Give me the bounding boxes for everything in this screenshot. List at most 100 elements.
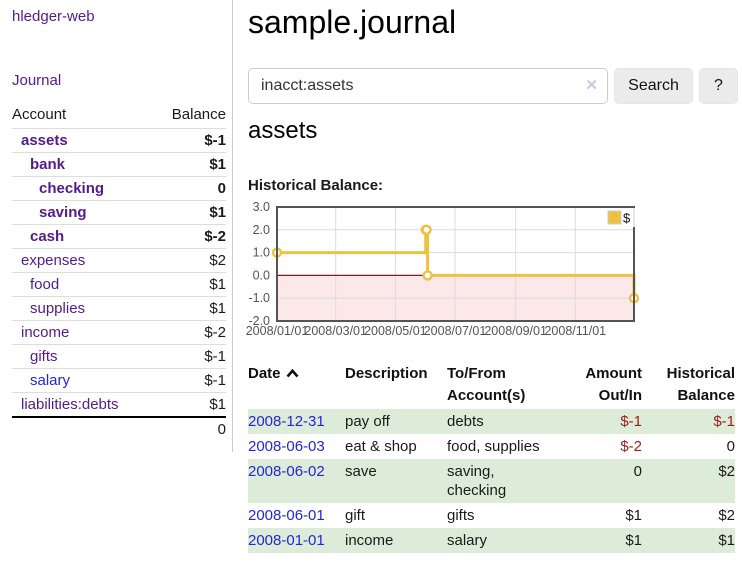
accounts-table: Account Balance assets $-1 bank $1 checking 0… [12,103,226,441]
transaction-accounts: salary [447,532,488,549]
y-tick-label: -1.0 [248,291,270,305]
y-tick-label: -2.0 [248,314,270,328]
accounts-header-account: Account [12,106,67,123]
account-balance: $-1 [153,128,226,153]
account-link[interactable]: checking [39,180,105,197]
account-balance: $-1 [153,368,226,393]
account-link[interactable]: cash [30,228,65,245]
account-balance: $1 [153,296,226,321]
account-row: gifts $-1 [12,344,226,369]
transaction-accounts: saving, checking [447,463,507,499]
account-row: food $1 [12,272,226,297]
account-link[interactable]: salary [30,372,71,389]
account-row: cash $-2 [12,224,226,249]
search-input[interactable] [248,68,608,104]
y-tick-label: 1.0 [253,246,270,260]
transaction-description: pay off [345,413,390,430]
transaction-date-link[interactable]: 2008-12-31 [248,413,325,430]
historical-balance-chart[interactable]: 3.0 2.0 1.0 0.0 -1.0 -2.02008/01/012008/03/01… [240,199,660,347]
transaction-amount: $1 [625,507,642,524]
x-tick-label: 2008/05/01 [364,324,427,338]
account-balance: $1 [153,272,226,297]
sidebar-item-journal[interactable]: Journal [12,72,62,89]
accounts-total-row: 0 [12,416,226,441]
account-link[interactable]: saving [39,204,87,221]
transaction-accounts: debts [447,413,484,430]
accounts-header-balance: Balance [171,106,226,123]
help-button[interactable]: ? [699,68,738,104]
chart-border [276,206,635,322]
transaction-amount: $-2 [620,438,642,455]
transaction-date-link[interactable]: 2008-06-01 [248,507,325,524]
transaction-description: income [345,532,394,549]
transaction-description: eat & shop [345,438,417,455]
clear-search-icon[interactable]: ✕ [585,77,598,94]
account-row: liabilities:debts $1 [12,392,226,417]
chart-label: Historical Balance: [248,177,384,194]
register-row: 2008-01-01 income salary $1 $1 [248,528,735,553]
account-row: checking 0 [12,176,226,201]
account-link[interactable]: income [21,324,70,341]
register-row: 2008-12-31 pay off debts $-1 $-1 [248,409,735,434]
account-link[interactable]: gifts [30,348,58,365]
transaction-balance: $2 [718,507,735,524]
transaction-date-link[interactable]: 2008-06-02 [248,463,325,480]
transaction-balance: 0 [726,438,735,455]
account-row: income $-2 [12,320,226,345]
account-row: supplies $1 [12,296,226,321]
app-title-link[interactable]: hledger-web [12,8,95,25]
account-row: assets $-1 [12,128,226,153]
sort-asc-icon [286,368,298,378]
register-row: 2008-06-01 gift gifts $1 $2 [248,503,735,528]
account-heading: assets [248,117,318,144]
account-row: saving $1 [12,200,226,225]
transaction-balance: $-1 [713,413,735,430]
search-button[interactable]: Search [614,68,693,104]
data-point-marker[interactable] [421,224,432,235]
x-tick-label: 2008/01/01 [246,324,309,338]
transaction-description: gift [345,507,366,524]
sidebar: hledger-web Journal Account Balance asse… [0,0,233,452]
account-balance: $1 [153,200,226,225]
account-link[interactable]: bank [30,156,66,173]
account-balance: $-2 [153,224,226,249]
y-tick-label: 0.0 [253,268,270,282]
account-balance: $2 [153,248,226,273]
transaction-date-link[interactable]: 2008-01-01 [248,532,325,549]
account-row: salary $-1 [12,368,226,393]
account-balance: 0 [153,176,226,201]
transaction-accounts: food, supplies [447,438,540,455]
register-column-header[interactable]: Date [248,361,345,409]
page-title: sample.journal [248,4,457,40]
account-row: bank $1 [12,152,226,177]
register-column-header: Description [345,365,428,382]
legend-swatch [607,210,622,225]
register-column-header: Historical Balance [666,365,735,404]
transaction-balance: $1 [718,532,735,549]
register-row: 2008-06-02 save saving, checking 0 $2 [248,459,735,503]
x-tick-label: 2008/07/01 [424,324,487,338]
register-table: Date Description To/From Account(s) Amount … [248,361,735,553]
account-link[interactable]: liabilities:debts [21,396,119,413]
account-link[interactable]: food [30,276,60,293]
account-link[interactable]: supplies [30,300,86,317]
account-balance: $1 [153,152,226,177]
transaction-amount: 0 [633,463,642,480]
account-row: expenses $2 [12,248,226,273]
x-tick-label: 2008/09/01 [484,324,547,338]
register-row: 2008-06-03 eat & shop food, supplies $-2 0 [248,434,735,459]
accounts-total-balance: 0 [153,416,226,441]
transaction-date-link[interactable]: 2008-06-03 [248,438,325,455]
register-column-header: To/From Account(s) [447,365,526,404]
account-link[interactable]: expenses [21,252,86,269]
x-tick-label: 2008/11/01 [544,324,606,338]
transaction-accounts: gifts [447,507,475,524]
x-tick-label: 2008/03/01 [304,324,367,338]
y-tick-label: 2.0 [253,223,270,237]
transaction-balance: $2 [718,463,735,480]
register-column-header: Amount Out/In [585,365,642,404]
account-balance: $-2 [153,320,226,345]
transaction-amount: $-1 [620,413,642,430]
data-point-marker[interactable] [422,270,433,281]
account-link[interactable]: assets [21,132,68,149]
